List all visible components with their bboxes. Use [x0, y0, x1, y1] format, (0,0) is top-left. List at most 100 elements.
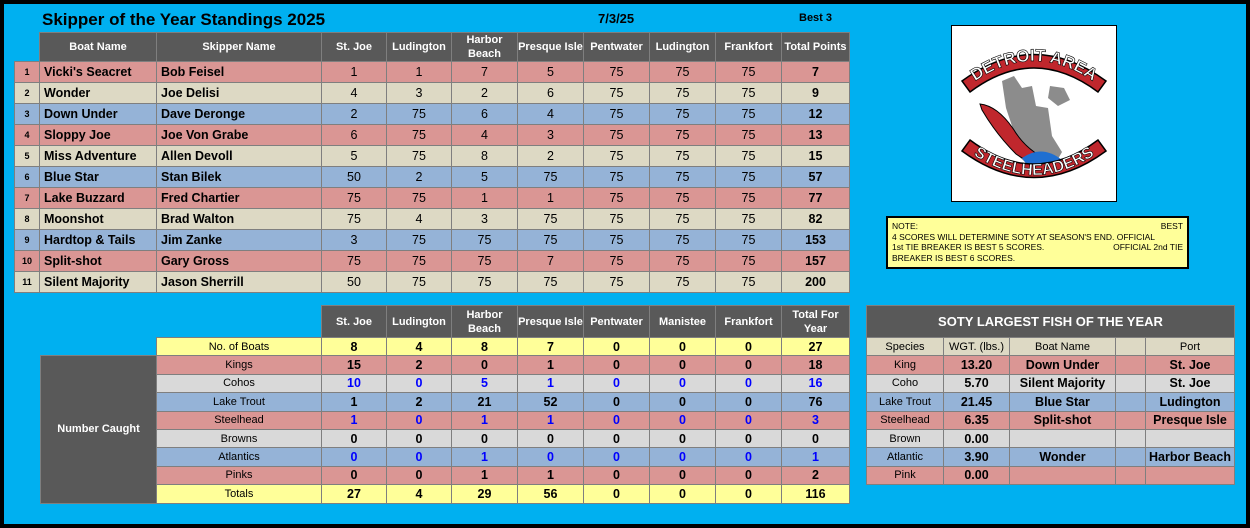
standings-row: 11 Silent Majority Jason Sherrill 50 75 75 75 7… — [14, 271, 850, 293]
score-cell: 75 — [517, 208, 584, 230]
score-cell: 75 — [715, 166, 782, 188]
catch-label-cell: Atlantics — [156, 447, 322, 467]
rank-cell: 11 — [14, 271, 40, 293]
standings-row: 3 Down Under Dave Deronge 2 75 6 4 75 75 75 12 — [14, 103, 850, 125]
catch-value-cell: 56 — [517, 484, 584, 504]
catch-value-cell: 0 — [649, 355, 716, 375]
score-cell: 75 — [583, 250, 650, 272]
fish-table-title: SOTY LARGEST FISH OF THE YEAR — [866, 305, 1235, 338]
catch-value-cell: 8 — [321, 336, 387, 357]
boat-name-cell: Split-shot — [39, 250, 157, 272]
score-cell: 75 — [649, 124, 716, 146]
catch-value-cell: 0 — [649, 373, 716, 394]
date-label: 7/3/25 — [598, 11, 635, 26]
score-cell: 75 — [451, 229, 518, 251]
catch-value-cell: 0 — [583, 336, 650, 357]
total-points-cell: 9 — [781, 82, 850, 104]
catch-value-cell: 0 — [583, 373, 650, 394]
catch-label-cell: No. of Boats — [156, 336, 322, 357]
score-cell: 7 — [451, 61, 518, 83]
catch-value-cell: 0 — [715, 410, 782, 430]
score-cell: 1 — [517, 187, 584, 209]
score-cell: 75 — [517, 166, 584, 188]
boat-name-cell: Sloppy Joe — [39, 124, 157, 146]
col-header: Pentwater — [583, 32, 650, 62]
rank-cell: 7 — [14, 187, 40, 209]
catch-value-cell: 52 — [517, 392, 584, 412]
score-cell: 75 — [386, 103, 452, 125]
score-cell: 75 — [649, 166, 716, 188]
catch-value-cell: 0 — [583, 447, 650, 467]
score-cell: 75 — [649, 103, 716, 125]
fish-col-header: WGT. (lbs.) — [943, 336, 1010, 357]
catch-value-cell: 1 — [451, 410, 518, 430]
score-cell: 75 — [583, 103, 650, 125]
score-cell: 75 — [649, 208, 716, 230]
spacer-cell — [1115, 465, 1146, 486]
port-cell: Ludington — [1145, 392, 1235, 412]
catch-value-cell: 0 — [451, 355, 518, 375]
total-points-cell: 15 — [781, 145, 850, 167]
catch-value-cell: 0 — [517, 447, 584, 467]
score-cell: 2 — [321, 103, 387, 125]
col-header: Ludington — [649, 32, 716, 62]
spacer-cell — [1115, 373, 1146, 394]
standings-row: 6 Blue Star Stan Bilek 50 2 5 75 75 75 75 57 — [14, 166, 850, 188]
score-cell: 5 — [321, 145, 387, 167]
note-line: 1st TIE BREAKER IS BEST 5 SCORES. — [892, 242, 1045, 252]
catch-value-cell: 4 — [386, 336, 452, 357]
catch-value-cell: 4 — [386, 484, 452, 504]
skipper-name-cell: Allen Devoll — [156, 145, 322, 167]
standings-row: 4 Sloppy Joe Joe Von Grabe 6 75 4 3 75 75 75 13 — [14, 124, 850, 146]
largest-fish-table: SOTY LARGEST FISH OF THE YEAR Species WG… — [866, 305, 1235, 486]
score-cell: 75 — [649, 250, 716, 272]
catch-value-cell: 15 — [321, 355, 387, 375]
skipper-name-cell: Stan Bilek — [156, 166, 322, 188]
catch-label-cell: Pinks — [156, 465, 322, 486]
catch-label-cell: Totals — [156, 484, 322, 504]
score-cell: 75 — [583, 208, 650, 230]
fish-row: King 13.20 Down Under St. Joe — [866, 355, 1235, 375]
catch-value-cell: 0 — [649, 465, 716, 486]
score-cell: 75 — [715, 250, 782, 272]
fish-row: Coho 5.70 Silent Majority St. Joe — [866, 373, 1235, 394]
fish-row: Steelhead 6.35 Split-shot Presque Isle — [866, 410, 1235, 430]
total-points-cell: 13 — [781, 124, 850, 146]
score-cell: 4 — [451, 124, 518, 146]
number-caught-table: St. Joe Ludington Harbor Beach Presque I… — [40, 305, 850, 504]
port-cell: Harbor Beach — [1145, 447, 1235, 467]
catch-value-cell: 27 — [321, 484, 387, 504]
catch-label-cell: Browns — [156, 428, 322, 449]
number-caught-label: Number Caught — [40, 355, 157, 504]
species-cell: Brown — [866, 428, 944, 449]
boat-name-cell: Wonder — [39, 82, 157, 104]
note-best: BEST — [1160, 221, 1183, 231]
catch-value-cell: 1 — [517, 465, 584, 486]
skipper-name-cell: Dave Deronge — [156, 103, 322, 125]
score-cell: 75 — [583, 166, 650, 188]
col-header: St. Joe — [321, 32, 387, 62]
score-cell: 75 — [715, 103, 782, 125]
score-cell: 4 — [321, 82, 387, 104]
fish-boat-cell: Wonder — [1009, 447, 1116, 467]
catch-value-cell: 0 — [321, 428, 387, 449]
col-header: Skipper Name — [156, 32, 322, 62]
catch-value-cell: 2 — [386, 355, 452, 375]
col-header: Ludington — [386, 32, 452, 62]
score-cell: 75 — [386, 187, 452, 209]
weight-cell: 13.20 — [943, 355, 1010, 375]
catch-row: Totals 27 4 29 56 0 0 0 116 — [41, 484, 850, 504]
score-cell: 75 — [715, 145, 782, 167]
catch-value-cell: 1 — [451, 447, 518, 467]
catch-row: Atlantics 0 0 1 0 0 0 0 1 — [41, 447, 850, 467]
score-cell: 75 — [517, 271, 584, 293]
catch-value-cell: 1 — [451, 465, 518, 486]
catch-value-cell: 2 — [781, 465, 850, 486]
score-cell: 75 — [583, 124, 650, 146]
catch-value-cell: 29 — [451, 484, 518, 504]
catch-row: Steelhead 1 0 1 1 0 0 0 3 — [41, 410, 850, 430]
boat-name-cell: Down Under — [39, 103, 157, 125]
species-cell: Steelhead — [866, 410, 944, 430]
score-cell: 8 — [451, 145, 518, 167]
fish-col-header: Species — [866, 336, 944, 357]
